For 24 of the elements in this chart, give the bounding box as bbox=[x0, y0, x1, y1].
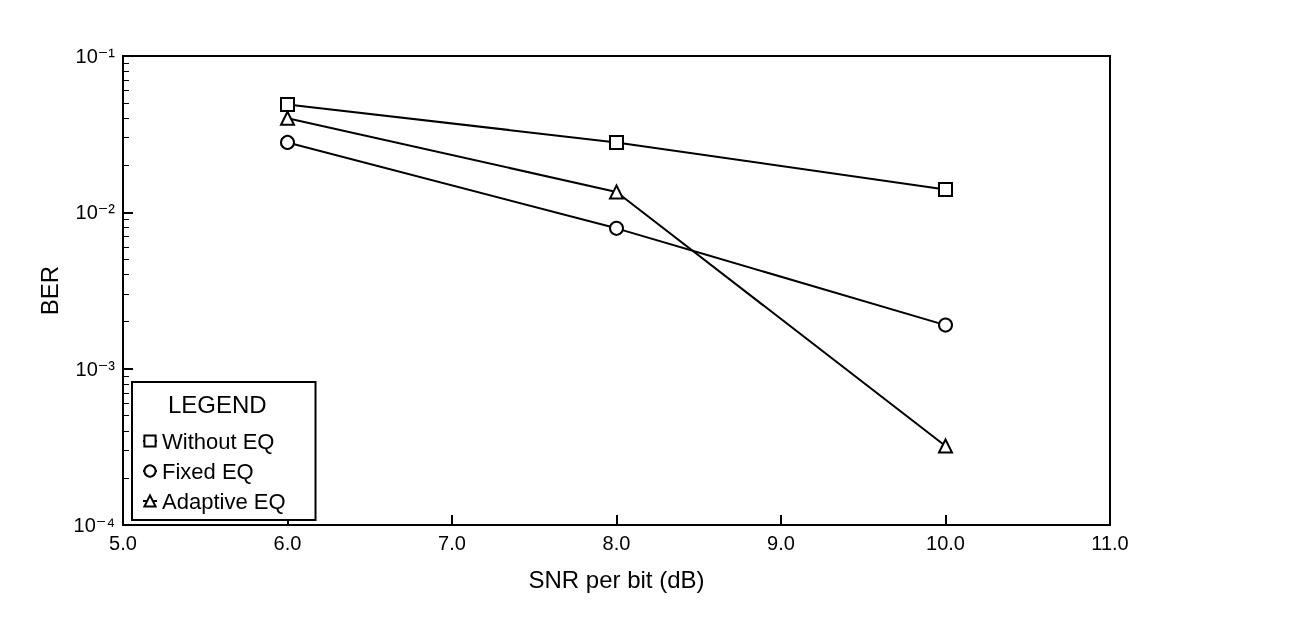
point bbox=[280, 110, 295, 126]
x-tick-label: 9.0 bbox=[767, 532, 795, 554]
x-axis-title: SNR per bit (dB) bbox=[528, 565, 705, 593]
point bbox=[938, 438, 953, 454]
point bbox=[609, 220, 624, 236]
legend-label: Fixed EQ bbox=[162, 458, 254, 484]
legend-label: Adaptive EQ bbox=[162, 488, 286, 514]
x-tick-label: 11.0 bbox=[1091, 532, 1129, 554]
x-tick-label: 10.0 bbox=[926, 532, 965, 554]
point bbox=[280, 96, 295, 112]
legend-title: LEGEND bbox=[168, 390, 267, 418]
point bbox=[609, 134, 624, 150]
y-tick-label: 10⁻³ bbox=[75, 357, 116, 380]
x-tick-label: 7.0 bbox=[438, 532, 466, 554]
y-axis-title: BER bbox=[35, 265, 63, 316]
point bbox=[938, 181, 953, 197]
point bbox=[280, 134, 295, 150]
x-tick-label: 6.0 bbox=[273, 532, 302, 554]
x-tick-label: 8.0 bbox=[602, 532, 631, 554]
y-tick-label: 10⁻² bbox=[75, 201, 116, 224]
point bbox=[938, 317, 953, 333]
y-tick-label: 10⁻¹ bbox=[75, 45, 116, 67]
legend-label: Without EQ bbox=[162, 428, 275, 454]
point bbox=[609, 184, 624, 200]
